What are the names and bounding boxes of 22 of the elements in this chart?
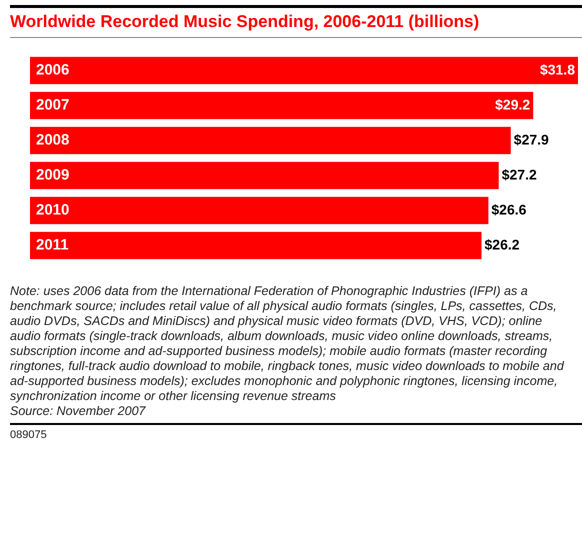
bar	[30, 126, 511, 154]
data-label: $31.8	[540, 61, 576, 78]
chart-title: Worldwide Recorded Music Spending, 2006-2011 (billions)	[10, 8, 582, 38]
text: Note: uses 2006 data from the International Federation of Phonographic Industries (IFPI) as a benchmark source; includes retail value of all physical audio formats (singles, LPs, cassettes, CDs, audio DVDs, SACDs and MiniDiscs) and physical music video formats (DVD, VHS, VCD); online audio formats (single-track downloads, album downloads, music video online downloads, streams, subscription income and ad-supported business models); mobile audio formats (master recording ringtones, full-track audio download to mobile, ringback tones, music video downloads to mobile and ad-supported business models); excludes monophonic and polyphonic ringtones, licensing income, synchronization income or other licensing revenue streams	[10, 284, 566, 404]
bar	[30, 92, 534, 120]
y-tick-label: 2011	[36, 236, 69, 254]
bar	[30, 162, 499, 190]
data-label: $26.6	[491, 201, 527, 218]
source-note: Source: November 2007	[10, 404, 147, 419]
text: 089075	[10, 423, 582, 441]
bar	[30, 232, 482, 260]
data-label: $27.2	[502, 166, 537, 182]
bar	[30, 196, 488, 224]
y-tick-label: 2010	[36, 202, 70, 219]
y-tick-label: 2007	[36, 96, 70, 114]
y-tick-label: 2008	[36, 132, 70, 149]
data-label: $26.2	[484, 236, 520, 252]
y-tick-label: 2009	[36, 166, 70, 184]
data-label: $29.2	[495, 96, 530, 112]
y-tick-label: 2006	[36, 62, 70, 79]
data-label: $27.9	[514, 131, 550, 148]
bar	[30, 56, 578, 84]
